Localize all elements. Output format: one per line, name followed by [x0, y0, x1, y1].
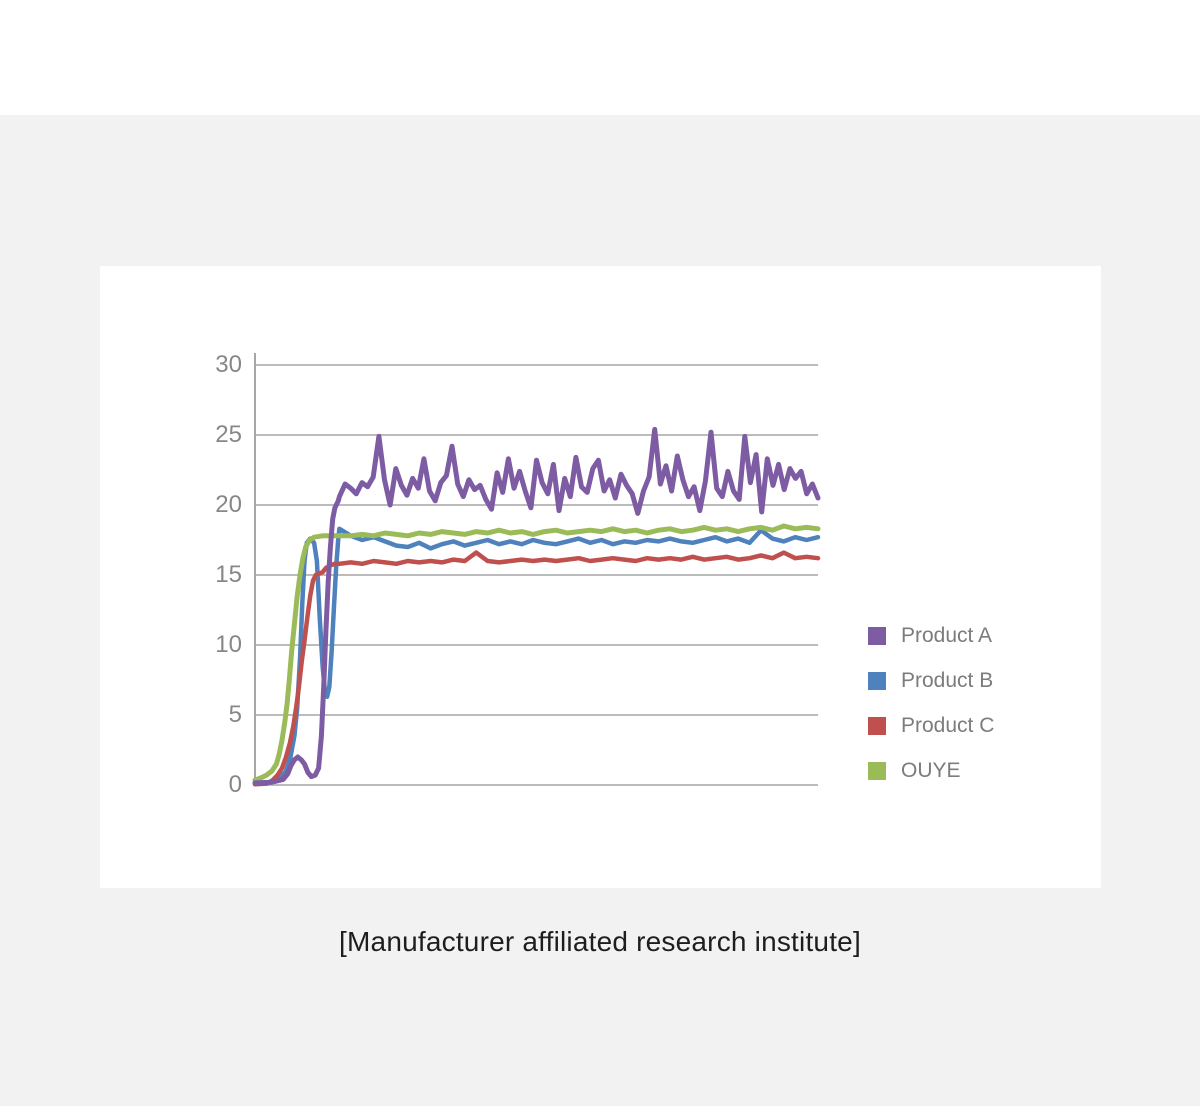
legend-swatch-product-b — [868, 672, 886, 690]
legend-item-product-c: Product C — [868, 714, 994, 738]
legend-label-product-a: Product A — [901, 624, 993, 647]
chart-canvas — [252, 353, 821, 787]
legend-swatch-product-a — [868, 627, 886, 645]
legend-swatch-product-c — [868, 717, 886, 735]
y-tick-label: 0 — [228, 771, 242, 798]
legend-label-ouye: OUYE — [901, 759, 961, 782]
legend: Product A Product B Product C OUYE — [868, 624, 994, 804]
series-line-ouye — [252, 523, 821, 783]
y-tick-label: 5 — [228, 701, 242, 728]
legend-label-product-b: Product B — [901, 669, 994, 692]
figure-card: 0 5 10 15 20 25 30 Product A Product B Product… — [100, 266, 1101, 888]
y-tick-label: 10 — [215, 631, 242, 658]
legend-item-product-b: Product B — [868, 669, 994, 693]
legend-swatch-ouye — [868, 762, 886, 780]
y-tick-label: 15 — [215, 561, 242, 588]
legend-item-product-a: Product A — [868, 624, 994, 648]
series-line-product-b — [252, 526, 821, 786]
y-tick-label: 30 — [215, 351, 242, 378]
y-tick-label: 25 — [215, 421, 242, 448]
series-line-product-a — [252, 426, 821, 786]
figure-caption: [Manufacturer affiliated research instit… — [339, 926, 861, 957]
y-tick-label: 20 — [215, 491, 242, 518]
legend-label-product-c: Product C — [901, 714, 995, 737]
series-line-product-c — [252, 550, 821, 787]
legend-item-ouye: OUYE — [868, 759, 994, 783]
